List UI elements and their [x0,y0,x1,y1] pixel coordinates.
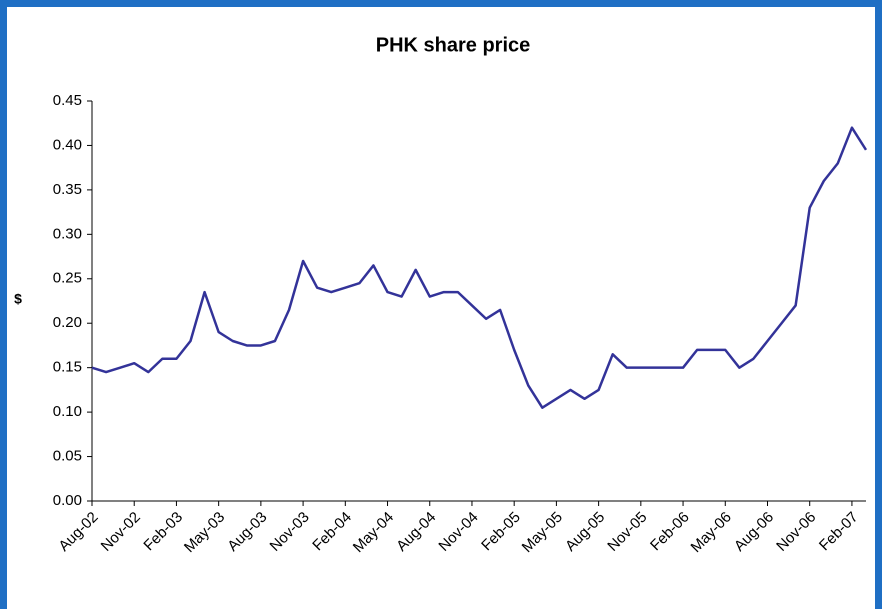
y-tick-label: 0.00 [53,492,82,509]
y-tick-label: 0.15 [53,359,82,376]
chart-area [7,7,875,609]
line-series [91,126,868,409]
y-tick-label: 0.25 [53,270,82,287]
y-tick-label: 0.10 [53,403,82,420]
y-tick-label: 0.30 [53,225,82,242]
y-tick-label: 0.40 [53,136,82,153]
y-axis-label: $ [14,291,22,307]
y-tick-label: 0.05 [53,448,82,465]
y-tick-label: 0.45 [53,92,82,109]
y-tick-label: 0.35 [53,181,82,198]
chart-title: PHK share price [376,34,531,56]
y-tick-label: 0.20 [53,314,82,331]
